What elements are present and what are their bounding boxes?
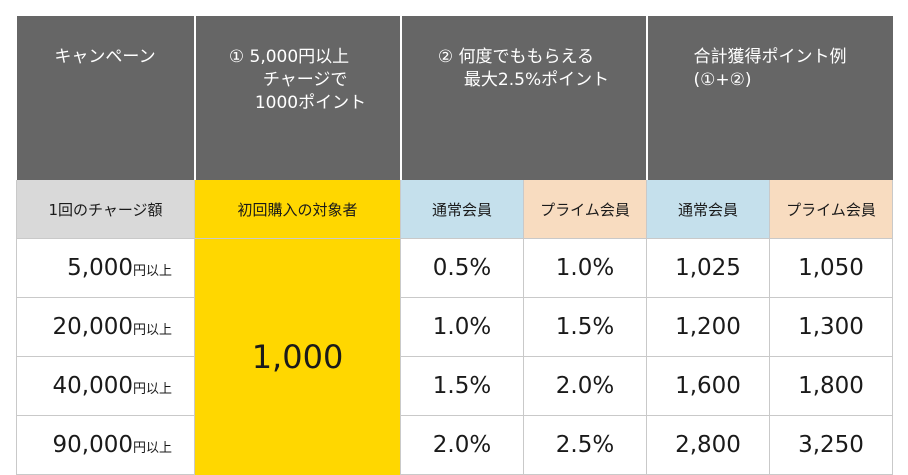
header-total-points-text: 合計獲得ポイント例 (①+②) bbox=[694, 46, 847, 92]
charge-amount-unit: 円以上 bbox=[132, 441, 172, 456]
regular-rate-cell: 1.5% bbox=[400, 356, 524, 416]
charge-amount-value: 20,000 bbox=[52, 314, 133, 340]
header-row: キャンペーン ① 5,000円以上 チャージで 1000ポイント ② 何度でもも… bbox=[16, 16, 893, 180]
subheader-prime-member-rate: プライム会員 bbox=[522, 180, 648, 239]
charge-amount-cell: 40,000円以上 bbox=[16, 356, 195, 416]
header-total-points: 合計獲得ポイント例 (①+②) bbox=[646, 16, 893, 180]
header-charge-bonus-text: ① 5,000円以上 チャージで 1000ポイント bbox=[229, 46, 366, 115]
regular-total-cell: 1,200 bbox=[646, 297, 771, 357]
prime-rate-cell: 1.5% bbox=[522, 297, 648, 357]
header-repeat-points-text: ② 何度でももらえる 最大2.5%ポイント bbox=[438, 46, 609, 92]
header-charge-bonus-line3: 1000ポイント bbox=[254, 93, 367, 113]
charge-amount-cell: 90,000円以上 bbox=[16, 415, 195, 475]
regular-total-cell: 1,025 bbox=[646, 238, 771, 298]
prime-total-cell: 1,050 bbox=[769, 238, 894, 298]
header-charge-bonus: ① 5,000円以上 チャージで 1000ポイント bbox=[194, 16, 402, 180]
campaign-table-container: キャンペーン ① 5,000円以上 チャージで 1000ポイント ② 何度でもも… bbox=[16, 16, 894, 475]
header-charge-bonus-line1: ① 5,000円以上 bbox=[228, 47, 350, 67]
subheader-regular-member-total: 通常会員 bbox=[646, 180, 771, 239]
regular-rate-cell: 0.5% bbox=[400, 238, 524, 298]
table-row: 90,000円以上 2.0% 2.5% 2,800 3,250 bbox=[16, 415, 894, 475]
prime-total-cell: 3,250 bbox=[769, 415, 894, 475]
regular-total-cell: 2,800 bbox=[646, 415, 771, 475]
subheader-first-purchase: 初回購入の対象者 bbox=[194, 180, 401, 239]
bonus-points-cell: 1,000 bbox=[194, 238, 401, 475]
prime-total-cell: 1,300 bbox=[769, 297, 894, 357]
header-campaign: キャンペーン bbox=[16, 16, 196, 180]
subheader-prime-member-total: プライム会員 bbox=[769, 180, 894, 239]
subheader-regular-member-rate: 通常会員 bbox=[400, 180, 524, 239]
charge-amount-value: 40,000 bbox=[52, 373, 133, 399]
charge-amount-value: 90,000 bbox=[52, 432, 133, 458]
prime-total-cell: 1,800 bbox=[769, 356, 894, 416]
regular-total-cell: 1,600 bbox=[646, 356, 771, 416]
prime-rate-cell: 2.0% bbox=[522, 356, 648, 416]
charge-amount-cell: 5,000円以上 bbox=[16, 238, 195, 298]
subheader-charge-amount: 1回のチャージ額 bbox=[16, 180, 195, 239]
campaign-table: キャンペーン ① 5,000円以上 チャージで 1000ポイント ② 何度でもも… bbox=[16, 16, 894, 475]
charge-amount-value: 5,000 bbox=[67, 255, 133, 281]
charge-amount-unit: 円以上 bbox=[132, 323, 172, 338]
header-repeat-points-line2: 最大2.5%ポイント bbox=[463, 70, 610, 90]
charge-amount-unit: 円以上 bbox=[132, 382, 172, 397]
regular-rate-cell: 1.0% bbox=[400, 297, 524, 357]
charge-amount-cell: 20,000円以上 bbox=[16, 297, 195, 357]
table-row: 20,000円以上 1.0% 1.5% 1,200 1,300 bbox=[16, 297, 894, 357]
charge-amount-unit: 円以上 bbox=[132, 264, 172, 279]
table-row: 40,000円以上 1.5% 2.0% 1,600 1,800 bbox=[16, 356, 894, 416]
header-charge-bonus-line2: チャージで bbox=[262, 70, 348, 90]
header-repeat-points: ② 何度でももらえる 最大2.5%ポイント bbox=[400, 16, 648, 180]
table-row: 5,000円以上 1,000 0.5% 1.0% 1,025 1,050 bbox=[16, 238, 894, 475]
header-repeat-points-line1: ② 何度でももらえる bbox=[437, 47, 595, 67]
header-total-points-line2: (①+②) bbox=[693, 70, 752, 90]
header-total-points-line1: 合計獲得ポイント例 bbox=[693, 47, 847, 67]
subheader-row: 1回のチャージ額 初回購入の対象者 通常会員 プライム会員 通常会員 プライム会… bbox=[16, 180, 894, 239]
prime-rate-cell: 1.0% bbox=[522, 238, 648, 298]
prime-rate-cell: 2.5% bbox=[522, 415, 648, 475]
regular-rate-cell: 2.0% bbox=[400, 415, 524, 475]
header-campaign-label: キャンペーン bbox=[54, 47, 156, 67]
